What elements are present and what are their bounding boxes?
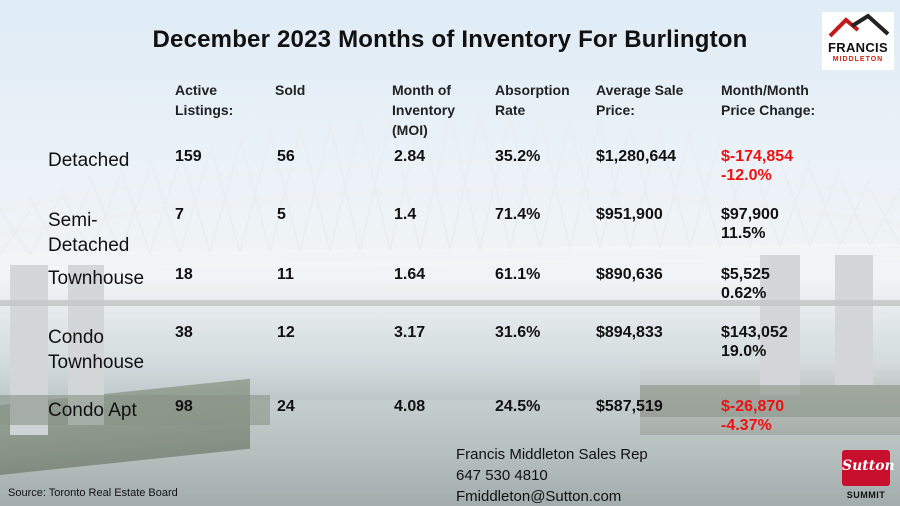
house-roof-icon xyxy=(828,13,890,38)
cell-absorption: 24.5% xyxy=(495,398,541,415)
cell-absorption: 35.2% xyxy=(495,148,541,165)
source-note: Source: Toronto Real Estate Board xyxy=(8,487,178,499)
cell-absorption: 31.6% xyxy=(495,324,541,341)
header-absorption-rate: Absorption Rate xyxy=(495,82,570,118)
header-price-change: Month/Month Price Change: xyxy=(721,82,816,118)
cell-moi: 2.84 xyxy=(394,148,426,165)
row-label-semi-detached: Semi- Detached xyxy=(48,210,130,256)
header-sold: Sold xyxy=(275,82,306,98)
header-moi: Month of Inventory (MOI) xyxy=(392,82,456,138)
cell-price-change: $97,900 11.5% xyxy=(721,206,779,242)
francis-middleton-logo: FRANCIS MIDDLETON xyxy=(822,12,894,70)
cell-moi: 1.64 xyxy=(394,266,426,283)
sutton-summit-logo: Sutton SUMMIT xyxy=(836,450,896,502)
sutton-wordmark: Sutton xyxy=(842,458,895,474)
contact-email: Fmiddleton@Sutton.com xyxy=(456,488,622,505)
cell-moi: 1.4 xyxy=(394,206,417,223)
logo-name: FRANCIS xyxy=(828,40,888,55)
logo-sub: MIDDLETON xyxy=(832,56,884,63)
cell-avg-price: $951,900 xyxy=(596,206,663,223)
cell-sold: 12 xyxy=(277,324,295,341)
cell-sold: 56 xyxy=(277,148,295,165)
cell-price-change: $-174,854 -12.0% xyxy=(721,148,794,184)
cell-sold: 5 xyxy=(277,206,286,223)
cell-active: 7 xyxy=(175,206,184,223)
header-active-listings: Active Listings: xyxy=(175,82,234,118)
header-average-sale-price: Average Sale Price: xyxy=(596,82,684,118)
cell-absorption: 61.1% xyxy=(495,266,541,283)
cell-price-change: $5,525 0.62% xyxy=(721,266,770,302)
cell-active: 159 xyxy=(175,148,202,165)
cell-moi: 3.17 xyxy=(394,324,426,341)
sutton-badge xyxy=(842,450,890,486)
cell-moi: 4.08 xyxy=(394,398,426,415)
cell-avg-price: $587,519 xyxy=(596,398,663,415)
row-label-condo-townhouse: Condo Townhouse xyxy=(48,327,145,373)
row-label-condo-apt: Condo Apt xyxy=(48,400,137,421)
cell-absorption: 71.4% xyxy=(495,206,541,223)
cell-sold: 24 xyxy=(277,398,295,415)
contact-phone: 647 530 4810 xyxy=(456,467,548,484)
cell-avg-price: $894,833 xyxy=(596,324,663,341)
row-label-townhouse: Townhouse xyxy=(48,268,145,289)
contact-name: Francis Middleton Sales Rep xyxy=(456,446,648,463)
contact-block: Francis Middleton Sales Rep 647 530 4810… xyxy=(456,444,648,506)
cell-active: 98 xyxy=(175,398,193,415)
cell-price-change: $143,052 19.0% xyxy=(721,324,788,360)
cell-price-change: $-26,870 -4.37% xyxy=(721,398,785,434)
cell-avg-price: $1,280,644 xyxy=(596,148,677,165)
slide-title: December 2023 Months of Inventory For Bu… xyxy=(152,26,748,53)
cell-active: 18 xyxy=(175,266,193,283)
summit-label: SUMMIT xyxy=(846,490,886,500)
cell-active: 38 xyxy=(175,324,193,341)
row-label-detached: Detached xyxy=(48,150,130,171)
cell-sold: 11 xyxy=(277,266,294,283)
cell-avg-price: $890,636 xyxy=(596,266,663,283)
